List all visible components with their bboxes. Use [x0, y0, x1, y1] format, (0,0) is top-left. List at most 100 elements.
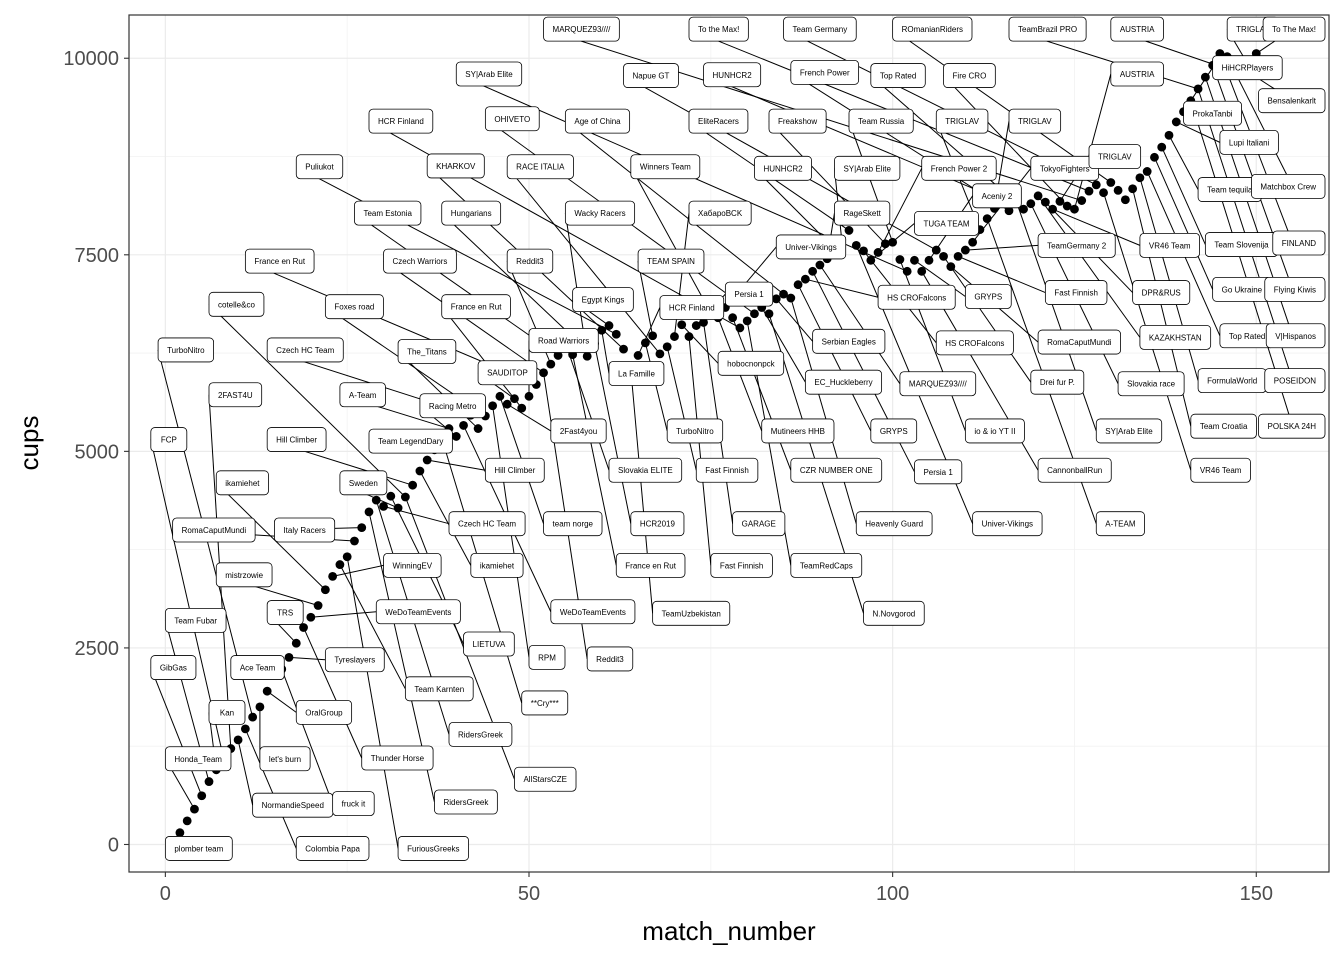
data-point [350, 536, 359, 546]
data-label: ProkaTanbi [1183, 100, 1242, 126]
label-box [266, 427, 327, 452]
data-label: Team Croatia [1190, 413, 1257, 439]
label-box [528, 644, 566, 670]
label-box [768, 108, 827, 134]
label-box [172, 517, 256, 543]
label-box [943, 63, 996, 88]
label-box [208, 382, 263, 408]
data-point [888, 237, 898, 247]
label-text: Team Croatia [1200, 422, 1248, 431]
label-text: RidersGreek [458, 730, 504, 739]
data-point [691, 321, 701, 330]
label-connector [637, 307, 661, 356]
label-box [710, 552, 773, 578]
label-text: 2FAST4U [218, 391, 253, 400]
data-point [182, 816, 192, 826]
label-box [1264, 276, 1326, 302]
data-label: SAUDITOP [477, 360, 538, 386]
label-text: Team tequila [1207, 186, 1253, 195]
data-label: Matchbox Crew [1251, 173, 1326, 199]
data-point [1135, 173, 1145, 183]
data-label: Hungarians [441, 200, 502, 226]
data-label: Tyreslayers [324, 647, 385, 673]
label-box [870, 418, 918, 444]
data-label: cotelle&co [208, 291, 265, 317]
label-text: let's burn [269, 755, 301, 764]
label-connector [281, 668, 334, 804]
label-text: Persia 1 [923, 468, 953, 477]
label-text: Fast Finnish [720, 561, 764, 570]
data-label: HUNHCR2 [754, 155, 812, 181]
label-box [295, 154, 344, 180]
label-connector [943, 75, 1068, 207]
data-label: Road Warriors [528, 328, 599, 353]
data-label: GibGas [150, 655, 197, 680]
data-label: N.Novgorod [863, 600, 925, 626]
label-box [964, 418, 1025, 444]
data-point [1091, 180, 1101, 190]
label-connector [761, 307, 806, 383]
data-label: HS CROFalcons [877, 284, 956, 310]
data-label: RPM [528, 644, 566, 670]
data-label: Hill Climber [266, 427, 327, 452]
data-point [1193, 84, 1203, 94]
label-connector [666, 346, 697, 471]
label-text: HUNHCR2 [763, 164, 803, 173]
data-label: mistrzowie [215, 562, 273, 588]
label-text: RomaCaputMundi [182, 526, 247, 535]
label-box [848, 108, 914, 134]
data-point [248, 712, 258, 722]
label-box [666, 418, 724, 444]
data-labels: plomber team Colombia Papa FuriousGreeks Ho… [150, 16, 1326, 861]
label-connector [797, 284, 872, 432]
label-box [775, 234, 847, 260]
label-connector [1037, 195, 1141, 338]
label-box [790, 59, 860, 85]
label-text: Honda_Team [174, 755, 222, 764]
label-text: TurboNitro [676, 427, 714, 436]
data-label: Puliukot [295, 154, 344, 180]
data-label: Reddit3 [586, 646, 634, 672]
label-connector [805, 278, 879, 298]
label-text: La Famille [618, 370, 655, 379]
data-point [1077, 196, 1087, 205]
label-connector [965, 244, 1039, 251]
label-box [1095, 511, 1145, 537]
label-text: Hill Climber [494, 466, 535, 475]
data-label: Czech HC Team [266, 337, 344, 363]
data-label: WinningEV [383, 552, 442, 578]
data-point [291, 638, 301, 648]
data-point [800, 274, 810, 284]
label-connector [790, 297, 857, 524]
data-point [640, 338, 650, 348]
label-box [790, 457, 883, 483]
data-label: Mutineers HHB [761, 418, 835, 444]
data-point [342, 552, 352, 562]
label-text: Heavenly Guard [865, 520, 923, 529]
label-box [1272, 230, 1326, 256]
label-connector [775, 298, 814, 342]
label-text: TeamRedCaps [800, 561, 853, 570]
label-box [572, 287, 634, 313]
label-connector [877, 168, 923, 253]
data-point [1004, 206, 1014, 216]
data-point [1026, 199, 1036, 209]
label-text: To The Max! [1272, 25, 1316, 34]
data-point [1200, 72, 1210, 82]
label-text: Fast Finnish [705, 466, 749, 475]
label-connector [914, 259, 966, 297]
data-label: MARQUEZ93//// [899, 371, 977, 397]
y-tick-label: 7500 [75, 245, 120, 267]
label-text: EC_Huckleberry [814, 378, 872, 387]
data-point [582, 351, 592, 361]
data-label: Colombia Papa [295, 836, 370, 861]
data-label: TurboNitro [666, 418, 724, 444]
label-box [1190, 413, 1257, 439]
data-label: CZR NUMBER ONE [790, 457, 883, 483]
label-box [164, 608, 227, 633]
data-label: ROmanianRiders [892, 16, 973, 42]
label-box [1030, 369, 1085, 395]
data-point [902, 266, 912, 276]
data-label: AUSTRIA [1110, 16, 1164, 42]
label-text: Winners Team [640, 163, 691, 172]
